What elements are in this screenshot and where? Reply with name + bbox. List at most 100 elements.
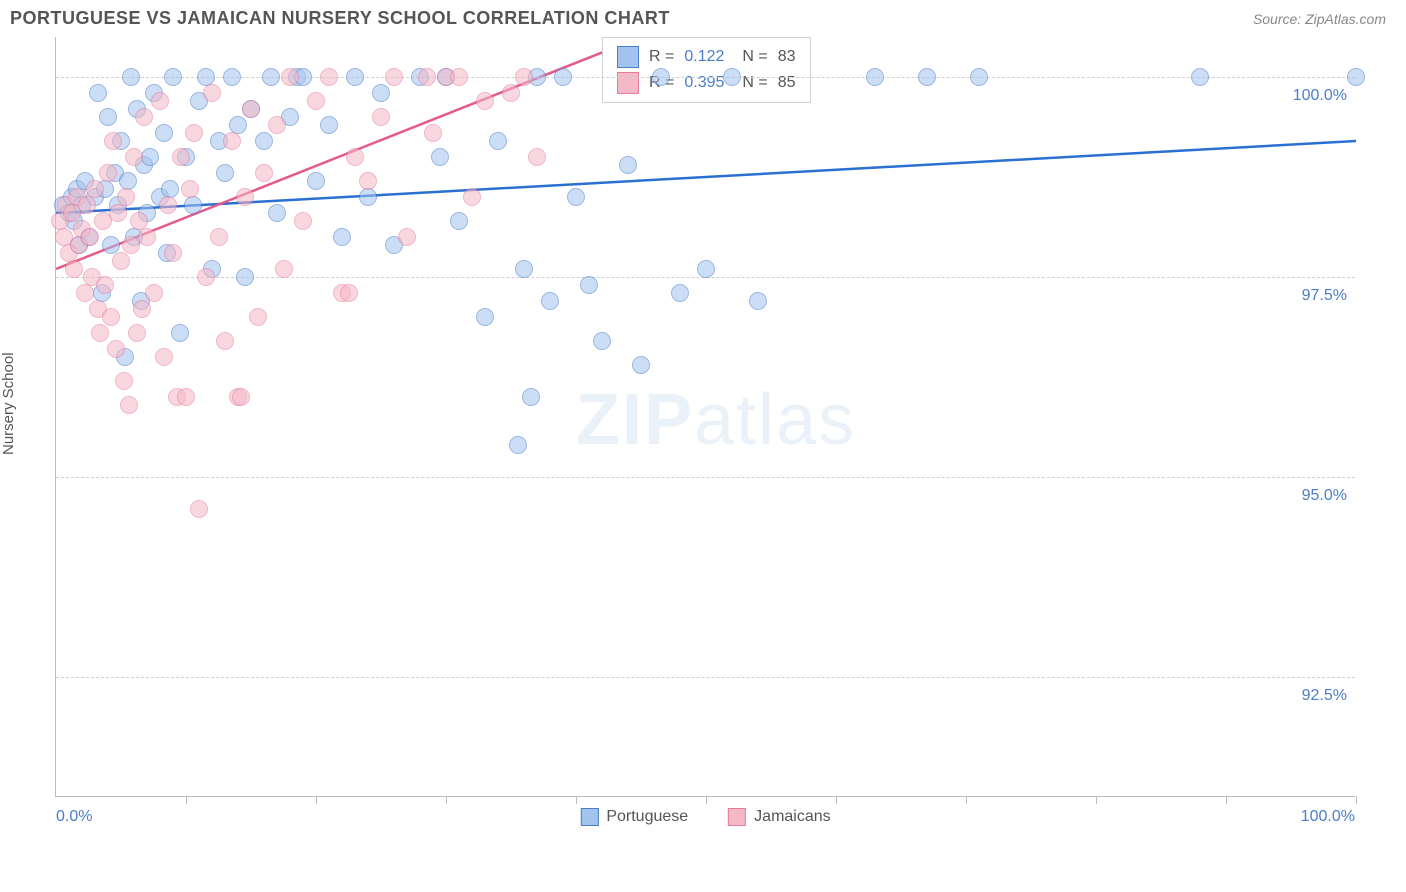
data-point <box>476 92 494 110</box>
series-legend: Portuguese Jamaicans <box>580 808 830 826</box>
data-point <box>652 68 670 86</box>
data-point <box>372 108 390 126</box>
data-point <box>723 68 741 86</box>
x-max-label: 100.0% <box>1301 808 1355 826</box>
data-point <box>99 164 117 182</box>
data-point <box>697 260 715 278</box>
data-point <box>91 324 109 342</box>
data-point <box>450 212 468 230</box>
y-tick-label: 100.0% <box>1293 87 1347 105</box>
data-point <box>89 84 107 102</box>
data-point <box>320 116 338 134</box>
data-point <box>138 228 156 246</box>
data-point <box>450 68 468 86</box>
data-point <box>255 164 273 182</box>
legend-row: R =0.395N =85 <box>617 70 796 96</box>
data-point <box>268 204 286 222</box>
data-point <box>151 92 169 110</box>
chart-title: PORTUGUESE VS JAMAICAN NURSERY SCHOOL CO… <box>10 8 670 29</box>
data-point <box>102 236 120 254</box>
data-point <box>242 100 260 118</box>
data-point <box>177 388 195 406</box>
data-point <box>463 188 481 206</box>
data-point <box>567 188 585 206</box>
x-tick <box>316 796 317 804</box>
data-point <box>223 132 241 150</box>
data-point <box>115 372 133 390</box>
data-point <box>181 180 199 198</box>
x-tick <box>1096 796 1097 804</box>
data-point <box>522 388 540 406</box>
data-point <box>515 260 533 278</box>
data-point <box>184 196 202 214</box>
data-point <box>112 252 130 270</box>
plot-area: ZIPatlas R =0.122N =83R =0.395N =85 0.0%… <box>55 37 1355 797</box>
data-point <box>255 132 273 150</box>
data-point <box>619 156 637 174</box>
legend-label: Portuguese <box>606 808 688 826</box>
data-point <box>515 68 533 86</box>
chart-header: PORTUGUESE VS JAMAICAN NURSERY SCHOOL CO… <box>0 0 1406 37</box>
data-point <box>320 68 338 86</box>
data-point <box>185 124 203 142</box>
legend-swatch <box>617 46 639 68</box>
data-point <box>96 276 114 294</box>
legend-r-value: 0.122 <box>684 48 724 66</box>
data-point <box>333 228 351 246</box>
data-point <box>671 284 689 302</box>
data-point <box>918 68 936 86</box>
series-legend-item: Jamaicans <box>728 808 830 826</box>
data-point <box>372 84 390 102</box>
x-tick <box>186 796 187 804</box>
data-point <box>359 188 377 206</box>
data-point <box>1347 68 1365 86</box>
legend-swatch <box>580 808 598 826</box>
data-point <box>86 180 104 198</box>
data-point <box>76 284 94 302</box>
data-point <box>249 308 267 326</box>
data-point <box>104 132 122 150</box>
legend-label: Jamaicans <box>754 808 830 826</box>
data-point <box>398 228 416 246</box>
data-point <box>102 308 120 326</box>
data-point <box>216 164 234 182</box>
data-point <box>197 268 215 286</box>
data-point <box>164 68 182 86</box>
x-tick <box>966 796 967 804</box>
data-point <box>125 148 143 166</box>
data-point <box>307 92 325 110</box>
gridline <box>56 477 1355 478</box>
legend-n-label: N = <box>742 48 767 66</box>
data-point <box>141 148 159 166</box>
data-point <box>65 260 83 278</box>
data-point <box>476 308 494 326</box>
y-axis-label: Nursery School <box>0 352 17 455</box>
data-point <box>236 268 254 286</box>
gridline <box>56 677 1355 678</box>
data-point <box>135 108 153 126</box>
x-tick <box>706 796 707 804</box>
chart-source: Source: ZipAtlas.com <box>1253 11 1386 27</box>
data-point <box>78 196 96 214</box>
data-point <box>424 124 442 142</box>
y-tick-label: 97.5% <box>1302 287 1347 305</box>
data-point <box>970 68 988 86</box>
y-tick-label: 92.5% <box>1302 687 1347 705</box>
data-point <box>145 284 163 302</box>
legend-swatch <box>617 72 639 94</box>
data-point <box>232 388 250 406</box>
data-point <box>133 300 151 318</box>
data-point <box>171 324 189 342</box>
data-point <box>528 148 546 166</box>
legend-swatch <box>728 808 746 826</box>
data-point <box>307 172 325 190</box>
data-point <box>128 324 146 342</box>
data-point <box>159 196 177 214</box>
legend-r-label: R = <box>649 48 674 66</box>
data-point <box>223 68 241 86</box>
series-legend-item: Portuguese <box>580 808 688 826</box>
data-point <box>346 148 364 166</box>
x-tick <box>446 796 447 804</box>
data-point <box>340 284 358 302</box>
data-point <box>281 68 299 86</box>
